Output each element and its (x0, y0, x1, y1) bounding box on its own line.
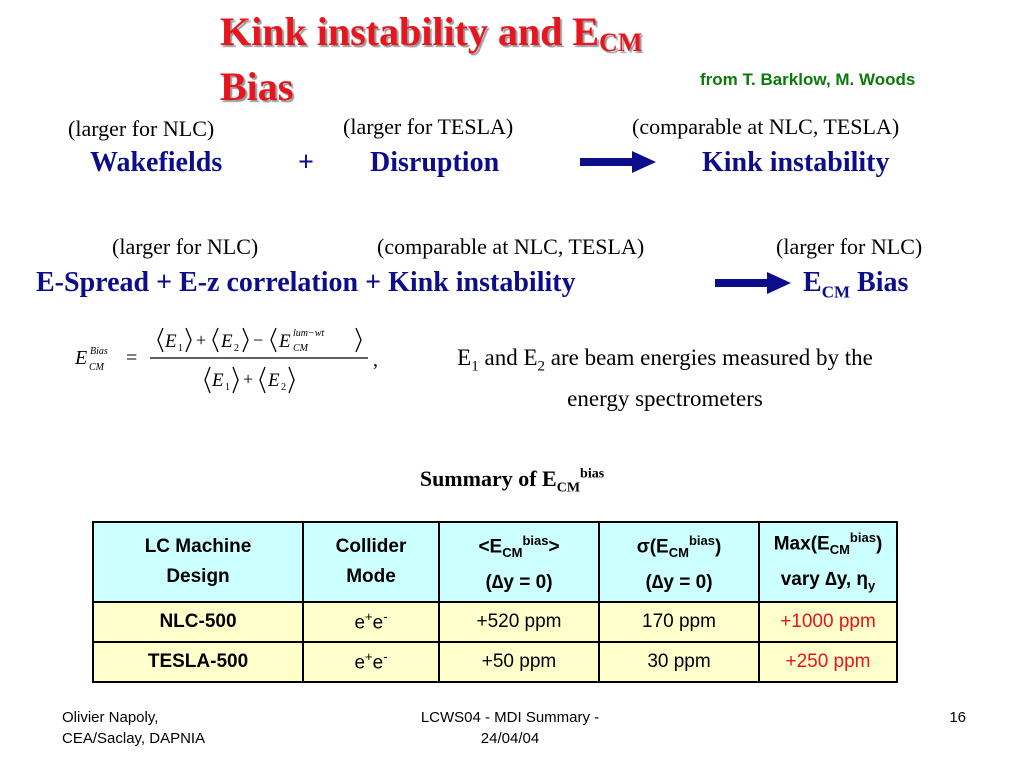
svg-text:=: = (126, 347, 137, 369)
svg-text:,: , (373, 349, 378, 371)
svg-text:E: E (74, 347, 87, 369)
svg-text:E: E (278, 331, 291, 352)
result-kink-instability: Kink instability (702, 147, 890, 178)
svg-text:CM: CM (293, 343, 309, 354)
title-line2: Bias (220, 64, 294, 109)
plus-sign: + (298, 147, 314, 178)
note-disruption: (larger for TESLA) (343, 114, 514, 139)
table-row: NLC-500 e+e- +520 ppm 170 ppm +1000 ppm (92, 600, 898, 643)
summary-heading: Summary of ECMbias (419, 466, 605, 496)
slide-title: Kink instability and ECM Bias (220, 10, 740, 109)
cell-machine: NLC-500 (92, 600, 304, 643)
svg-text:+: + (243, 369, 253, 389)
header-max: Max(ECMbias) vary ∆y, ηy (758, 521, 898, 603)
svg-text:1: 1 (225, 382, 230, 393)
svg-text:E: E (164, 331, 177, 352)
cell-max: +250 ppm (758, 640, 898, 683)
result-ecm-bias: ECM Bias (803, 267, 909, 302)
note-kink: (comparable at NLC, TESLA) (632, 114, 900, 139)
note-wakefields: (larger for NLC) (68, 116, 215, 141)
svg-text:2: 2 (234, 343, 239, 354)
header-mode: Collider Mode (302, 521, 440, 603)
table-row: TESLA-500 e+e- +50 ppm 30 ppm +250 ppm (92, 640, 898, 683)
cell-mean: +50 ppm (438, 640, 600, 683)
table-header-row: LC Machine Design Collider Mode <ECMbias>(… (92, 521, 898, 603)
cell-machine: TESLA-500 (92, 640, 304, 683)
cell-sigma: 30 ppm (598, 640, 760, 683)
footer-author: Olivier Napoly, CEA/Saclay, DAPNIA (62, 709, 206, 747)
credit-text: from T. Barklow, M. Woods (700, 70, 916, 89)
svg-text:E: E (220, 331, 233, 352)
term-wakefields: Wakefields (90, 147, 223, 178)
cell-mode: e+e- (302, 600, 440, 643)
svg-text:lum−wt: lum−wt (293, 328, 324, 339)
title-subscript: CM (599, 28, 643, 57)
right-arrow-icon (715, 272, 791, 294)
note-ez: (comparable at NLC, TESLA) (377, 234, 645, 259)
right-arrow-icon (580, 151, 656, 173)
title-text: Kink instability and E (220, 9, 600, 54)
equation-description: E1 and E2 are beam energies measured by … (457, 345, 873, 411)
footer-event: LCWS04 - MDI Summary -24/04/04 (420, 709, 600, 747)
cell-max: +1000 ppm (758, 600, 898, 643)
note-bias: (larger for NLC) (776, 234, 923, 259)
header-sigma: σ(ECMbias) (∆y = 0) (598, 521, 760, 603)
summary-table: LC Machine Design Collider Mode <ECMbias>(… (92, 521, 898, 683)
svg-text:E: E (211, 370, 224, 391)
expr-espread: E-Spread + E-z correlation + Kink instab… (36, 267, 576, 298)
header-mean: <ECMbias> (∆y = 0) (438, 521, 600, 603)
page-number: 16 (949, 709, 966, 726)
svg-text:+: + (196, 330, 206, 350)
svg-text:E: E (267, 370, 280, 391)
cell-mode: e+e- (302, 640, 440, 683)
cell-sigma: 170 ppm (598, 600, 760, 643)
note-espread: (larger for NLC) (112, 234, 259, 259)
svg-text:1: 1 (178, 343, 183, 354)
svg-text:−: − (253, 330, 263, 350)
header-machine: LC Machine Design (92, 521, 304, 603)
svg-text:Bias: Bias (90, 346, 108, 357)
cell-mean: +520 ppm (438, 600, 600, 643)
svg-text:CM: CM (89, 362, 105, 373)
term-disruption: Disruption (370, 147, 500, 178)
bias-equation: E Bias CM = E 1 + E 2 − E lum−wt CM E 1 … (74, 327, 378, 394)
svg-text:2: 2 (281, 382, 286, 393)
